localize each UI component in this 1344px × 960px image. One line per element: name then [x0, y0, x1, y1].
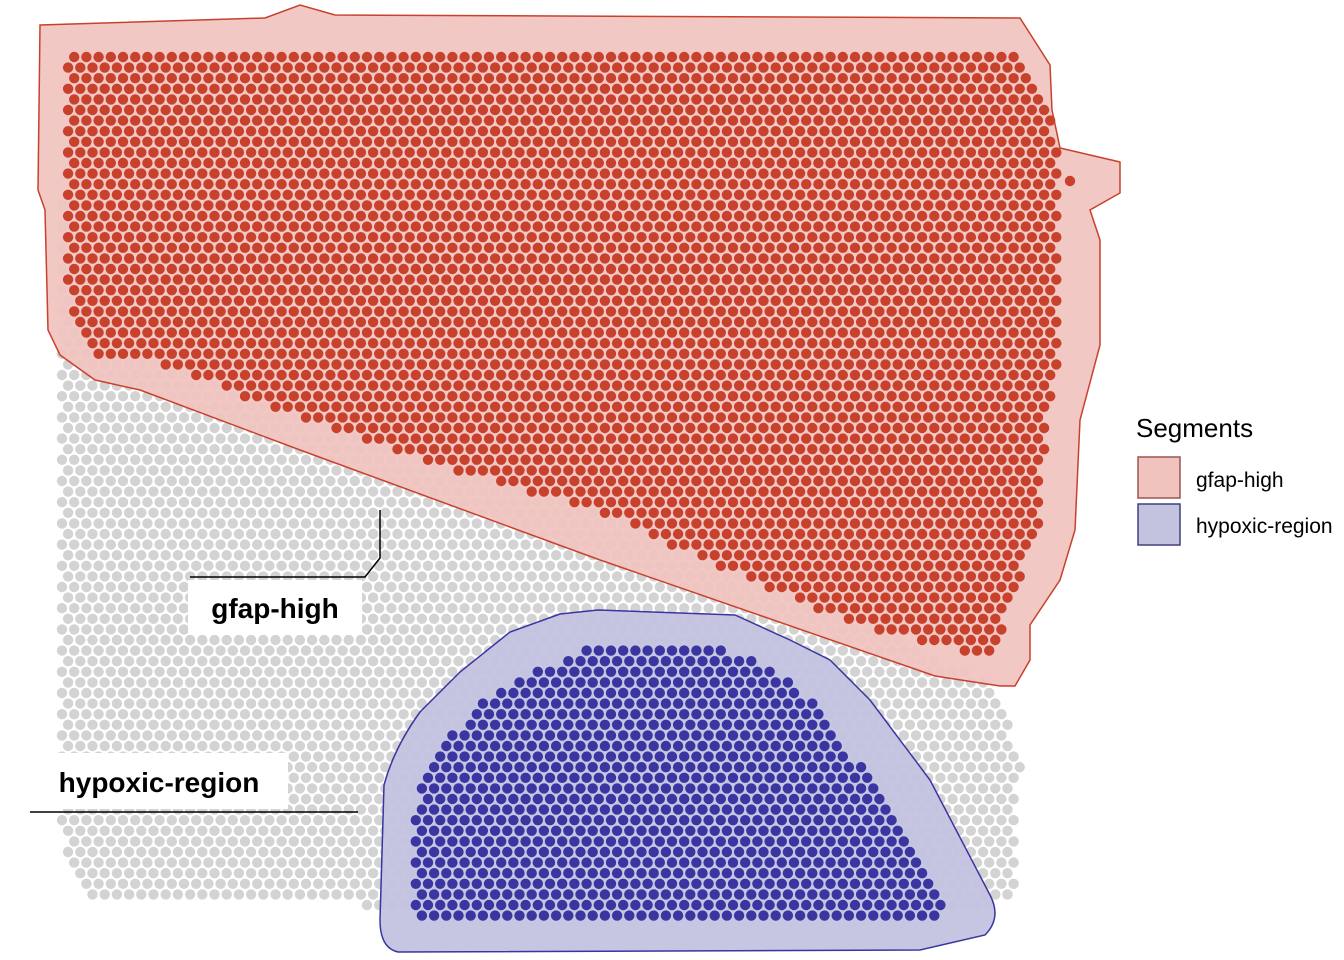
legend-label-hypoxic-region: hypoxic-region — [1196, 515, 1333, 538]
gfap-high-callout-line — [190, 510, 381, 578]
hypoxic-region-callout-label: hypoxic-region — [59, 767, 260, 798]
legend-key-gfap-high — [1137, 456, 1181, 499]
legend-title: Segments — [1136, 413, 1253, 443]
gfap-high-callout-label: gfap-high — [211, 593, 339, 624]
gfap-high-callout-box — [188, 580, 362, 635]
hypoxic-region-callout-box — [30, 753, 288, 809]
hypoxic-region-spots — [410, 645, 946, 921]
legend-label-gfap-high: gfap-high — [1196, 469, 1284, 492]
legend: Segments gfap-high hypoxic-region — [1136, 413, 1333, 546]
legend-key-hypoxic-region — [1137, 503, 1181, 546]
gfap-high-callout: gfap-high — [188, 510, 381, 635]
gfap-high-spots — [62, 51, 1076, 656]
hypoxic-region-callout: hypoxic-region — [30, 753, 358, 813]
